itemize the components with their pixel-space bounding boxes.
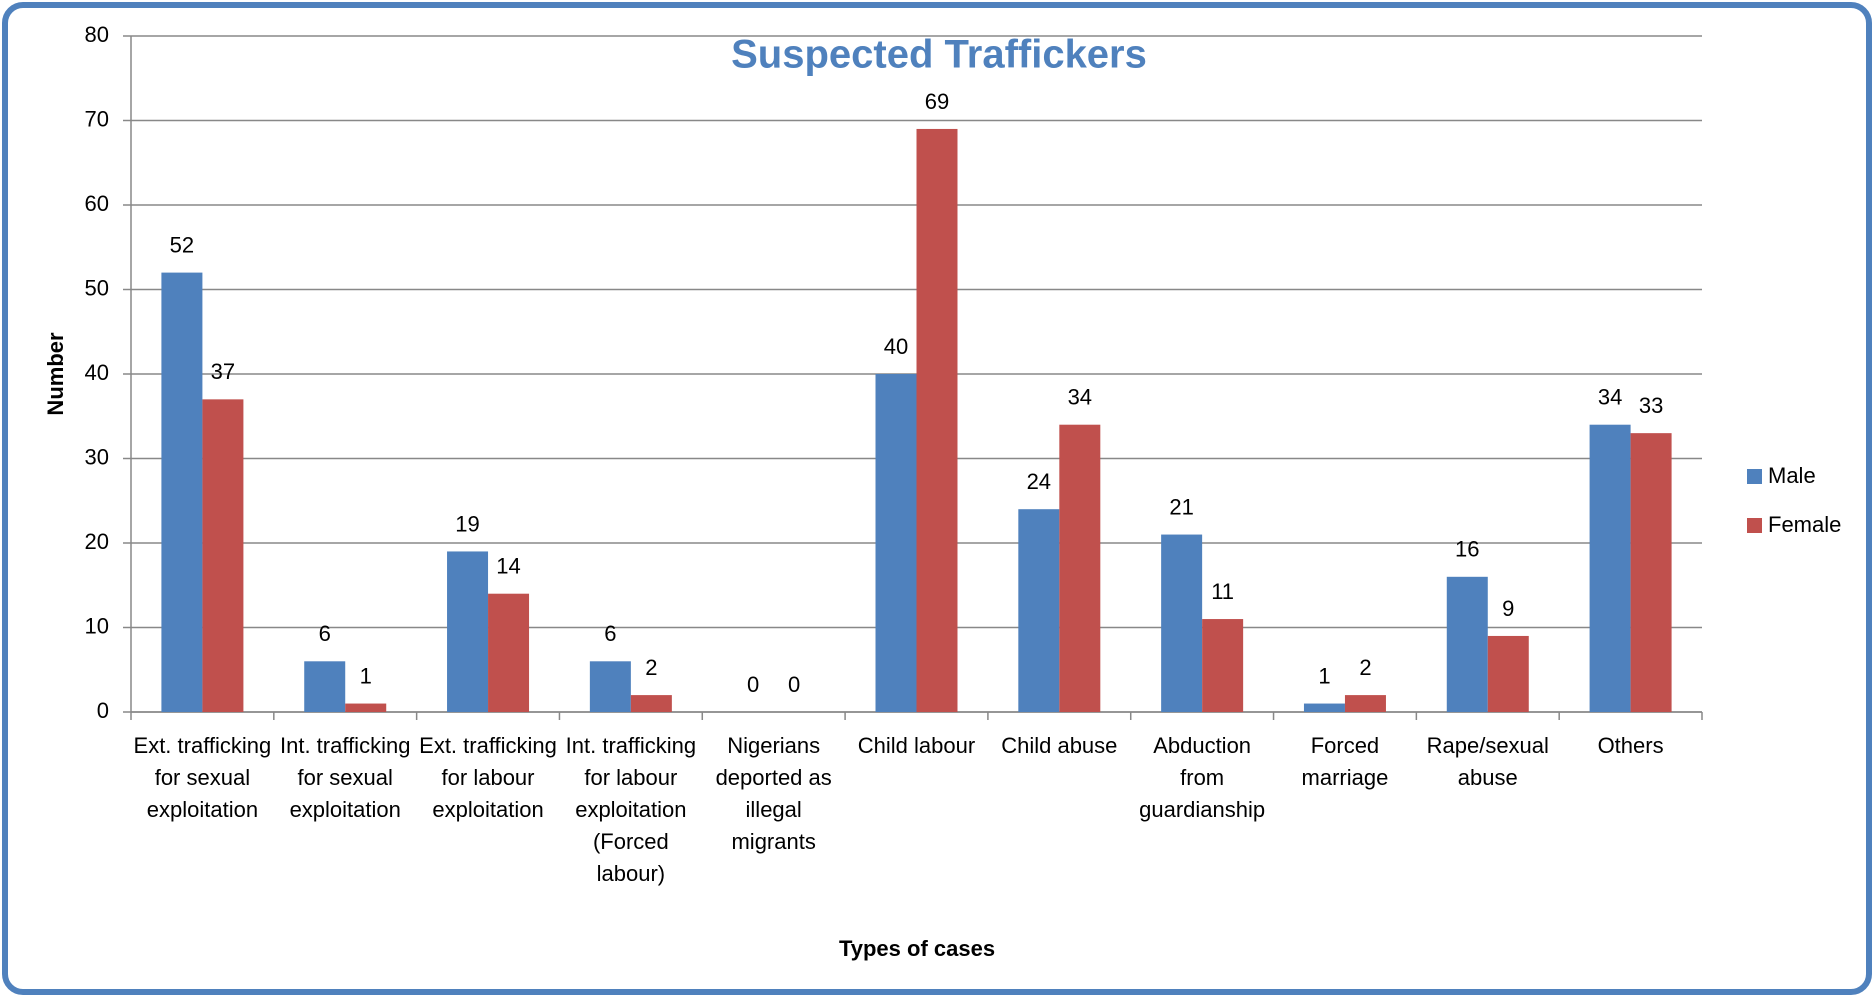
bar	[304, 661, 346, 712]
bar	[1202, 619, 1244, 712]
chart-title: Suspected Traffickers	[731, 33, 1147, 77]
data-label: 11	[1211, 579, 1234, 604]
y-tick-label: 40	[85, 360, 109, 385]
bar	[1018, 509, 1060, 712]
x-tick-label: Int. trafficking for sexual exploitation	[280, 733, 411, 822]
data-label: 34	[1068, 385, 1092, 410]
data-label: 21	[1169, 494, 1193, 519]
bar	[1589, 424, 1631, 712]
data-label: 37	[211, 359, 235, 384]
data-label: 1	[360, 663, 372, 688]
data-label: 0	[747, 672, 759, 697]
data-label: 6	[604, 621, 616, 646]
y-tick-label: 70	[85, 106, 109, 131]
y-tick-label: 20	[85, 529, 109, 554]
x-tick-label: Others	[1597, 733, 1664, 758]
bar	[1446, 576, 1488, 712]
bar	[447, 551, 489, 712]
bar	[161, 272, 203, 712]
x-tick-label: Abduction from guardianship	[1139, 733, 1266, 822]
data-label: 34	[1598, 385, 1622, 410]
x-tick-label: Int. trafficking for labour exploitation…	[565, 733, 697, 886]
x-tick-label: Child labour	[857, 733, 976, 758]
y-tick-label: 60	[85, 191, 109, 216]
data-label: 52	[170, 232, 194, 257]
bar	[630, 695, 672, 712]
data-label: 40	[884, 334, 908, 359]
y-tick-label: 80	[85, 22, 109, 47]
bar	[488, 593, 530, 712]
data-label: 2	[645, 655, 657, 680]
bar	[916, 128, 958, 712]
legend-label: Male	[1768, 463, 1816, 488]
data-label: 19	[455, 511, 479, 536]
x-tick-label: Nigerians deported as illegal migrants	[715, 733, 832, 854]
bar	[1161, 534, 1203, 712]
bar	[1344, 695, 1386, 712]
bar	[589, 661, 631, 712]
bar	[202, 399, 244, 712]
data-label: 0	[788, 672, 800, 697]
data-label: 6	[319, 621, 331, 646]
data-label: 9	[1502, 596, 1514, 621]
bar	[1487, 635, 1529, 712]
data-label: 33	[1639, 393, 1663, 418]
legend-label: Female	[1768, 512, 1841, 537]
x-tick-label: Ext. trafficking for sexual exploitation	[133, 733, 272, 822]
x-tick-label: Rape/sexual abuse	[1426, 733, 1549, 790]
bar	[1303, 703, 1345, 712]
data-label: 14	[496, 554, 520, 579]
data-label: 2	[1359, 655, 1371, 680]
x-axis-label: Types of cases	[839, 936, 995, 961]
data-label: 24	[1027, 469, 1051, 494]
y-tick-label: 50	[85, 275, 109, 300]
bar	[345, 703, 387, 712]
data-label: 69	[925, 89, 949, 114]
data-label: 16	[1455, 537, 1479, 562]
legend-swatch	[1747, 469, 1762, 484]
bar	[1630, 433, 1672, 712]
legend-swatch	[1747, 518, 1762, 533]
y-axis-label: Number	[43, 332, 68, 416]
x-tick-label: Ext. trafficking for labour exploitation	[419, 733, 557, 822]
bar	[875, 374, 917, 712]
x-tick-label: Child abuse	[1001, 733, 1118, 758]
data-label: 1	[1318, 663, 1330, 688]
bar	[1059, 424, 1101, 712]
y-tick-label: 10	[85, 613, 109, 638]
x-tick-label: Forced marriage	[1301, 733, 1389, 790]
y-tick-label: 0	[97, 698, 109, 723]
y-tick-label: 30	[85, 444, 109, 469]
